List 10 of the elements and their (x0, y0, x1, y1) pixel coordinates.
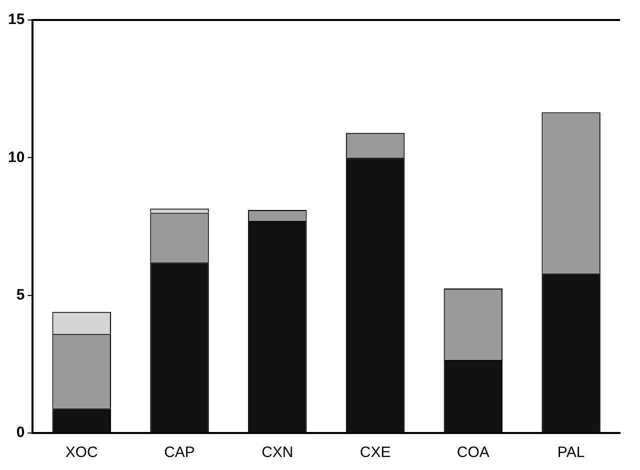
y-tick-label: 15 (8, 11, 25, 28)
x-tick-label: XOC (65, 444, 98, 462)
y-tick-label: 0 (16, 424, 25, 442)
x-tick-label: CXE (360, 444, 391, 462)
y-tick-label: 10 (8, 148, 25, 166)
x-tick-label: CXN (262, 444, 294, 462)
y-tick-label: 5 (16, 286, 25, 304)
x-tick-label: CAP (164, 444, 195, 462)
x-tick-label: COA (456, 444, 490, 462)
x-tick-label: PAL (557, 444, 585, 462)
